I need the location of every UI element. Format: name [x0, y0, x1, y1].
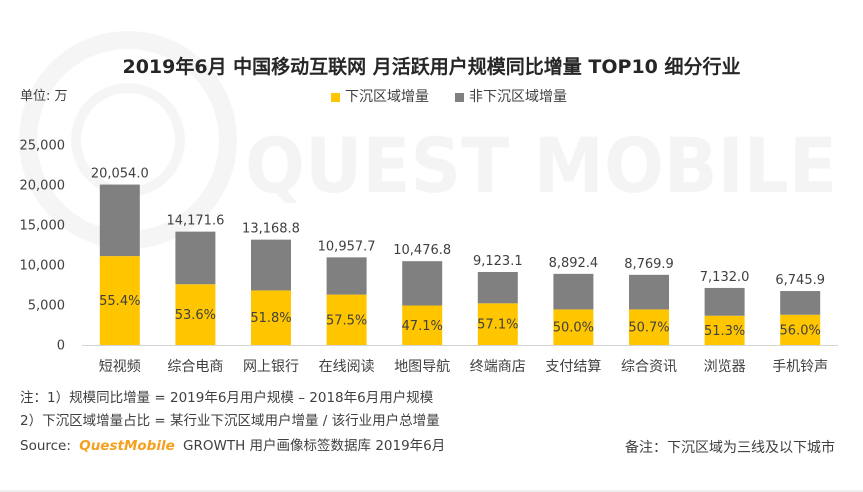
- y-tick-label: 15,000: [20, 219, 66, 234]
- bar-segment-non-sinking: [553, 273, 594, 310]
- footnote-2: 2）下沉区域增量占比 = 某行业下沉区域用户增量 / 该行业用户总增量: [20, 413, 440, 429]
- bar-segment-non-sinking: [402, 261, 443, 306]
- x-category-label: 浏览器: [704, 359, 746, 375]
- legend: 下沉区域增量 非下沉区域增量: [331, 88, 593, 106]
- watermark-text: QUEST MOBILE: [245, 121, 837, 210]
- bar-segment-non-sinking: [326, 257, 367, 295]
- total-data-label: 10,957.7: [318, 239, 376, 254]
- total-data-label: 8,769.9: [624, 257, 674, 272]
- bar-segment-sinking: [251, 290, 291, 345]
- bar-segment-sinking: [175, 284, 216, 345]
- share-data-label: 51.8%: [250, 311, 291, 326]
- y-tick-label: 25,000: [20, 139, 66, 154]
- total-data-label: 8,892.4: [549, 256, 599, 271]
- chart-title: 2019年6月 中国移动互联网 月活跃用户规模同比增量 TOP10 细分行业: [122, 56, 741, 78]
- share-data-label: 51.3%: [704, 324, 745, 339]
- bar-segment-sinking: [477, 303, 518, 345]
- bar-segment-non-sinking: [780, 291, 821, 315]
- bar-segment-non-sinking: [704, 287, 745, 316]
- unit-label: 单位: 万: [20, 89, 68, 104]
- total-data-label: 10,476.8: [393, 243, 451, 258]
- bottom-border: [0, 490, 863, 492]
- total-data-label: 9,123.1: [473, 254, 523, 269]
- total-data-label: 13,168.8: [242, 222, 300, 237]
- legend-marker-non-sinking: [455, 92, 464, 102]
- remark-note: 备注：下沉区域为三线及以下城市: [625, 440, 835, 456]
- share-data-label: 57.5%: [326, 313, 367, 328]
- share-data-label: 57.1%: [477, 318, 518, 333]
- y-tick-label: 10,000: [20, 259, 66, 274]
- footnote-1: 注：1）规模同比增量 = 2019年6月用户规模 – 2018年6月用户规模: [20, 390, 434, 406]
- y-tick-label: 20,000: [20, 179, 66, 194]
- bar-segment-sinking: [326, 294, 367, 345]
- share-data-label: 50.7%: [628, 321, 669, 336]
- bar-segment-non-sinking: [477, 272, 518, 304]
- x-category-label: 网上银行: [243, 359, 299, 375]
- bar-segment-sinking: [553, 309, 594, 345]
- bar-segment-non-sinking: [251, 239, 291, 291]
- x-category-label: 综合资讯: [621, 359, 677, 375]
- total-data-label: 6,745.9: [775, 273, 825, 288]
- x-category-label: 在线阅读: [319, 358, 375, 375]
- y-tick-label: 0: [57, 339, 65, 354]
- legend-label-non-sinking: 非下沉区域增量: [469, 89, 567, 105]
- bar-segment-sinking: [780, 314, 821, 345]
- bar-segment-non-sinking: [175, 231, 216, 285]
- source-brand: QuestMobile: [79, 438, 175, 454]
- y-tick-label: 5,000: [28, 299, 65, 314]
- x-category-label: 终端商店: [470, 359, 526, 375]
- bar-segment-sinking: [704, 315, 745, 345]
- share-data-label: 55.4%: [99, 294, 140, 309]
- source-prefix: Source:: [20, 438, 71, 454]
- share-data-label: 47.1%: [402, 319, 443, 334]
- legend-item-non-sinking: 非下沉区域增量: [455, 88, 567, 106]
- bar-segment-sinking: [402, 305, 443, 345]
- x-category-label: 地图导航: [394, 359, 450, 375]
- legend-item-sinking: 下沉区域增量: [331, 88, 429, 106]
- share-data-label: 50.0%: [553, 321, 594, 336]
- legend-marker-sinking: [331, 92, 340, 102]
- total-data-label: 7,132.0: [700, 270, 750, 285]
- total-data-label: 20,054.0: [91, 167, 149, 182]
- x-category-label: 支付结算: [545, 359, 601, 375]
- source-text: GROWTH 用户画像标签数据库 2019年6月: [183, 438, 446, 454]
- x-category-label: 综合电商: [167, 359, 223, 375]
- bar-segment-non-sinking: [629, 274, 669, 310]
- share-data-label: 56.0%: [780, 323, 821, 338]
- bar-segment-sinking: [629, 309, 669, 345]
- source-line: Source: QuestMobile GROWTH 用户画像标签数据库 201…: [20, 437, 445, 455]
- bar-segment-non-sinking: [99, 184, 140, 257]
- legend-label-sinking: 下沉区域增量: [345, 89, 429, 105]
- share-data-label: 53.6%: [175, 308, 216, 323]
- total-data-label: 14,171.6: [166, 214, 224, 229]
- x-category-label: 短视频: [99, 359, 141, 375]
- x-category-label: 手机铃声: [772, 359, 828, 375]
- bar-segment-sinking: [99, 256, 140, 345]
